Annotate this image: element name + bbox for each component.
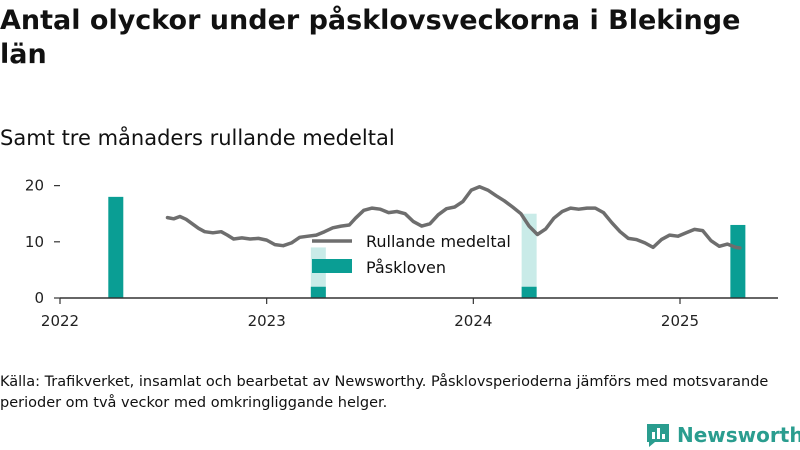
legend: Rullande medeltal Påskloven: [312, 232, 511, 277]
chart-subtitle: Samt tre månaders rullande medeltal: [0, 126, 395, 150]
logo-text: Newsworthy: [677, 423, 800, 447]
comparison-bar-2: [521, 213, 537, 298]
easter-bars: [108, 196, 746, 298]
x-tick-label-1: 2023: [248, 312, 286, 330]
chart-title: Antal olyckor under påsklovsveckorna i B…: [0, 5, 741, 70]
easter-bar-2: [521, 286, 537, 298]
legend-label-line: Rullande medeltal: [366, 232, 511, 251]
axes: 2022 2023 2024 2025 0 10 20: [25, 177, 778, 330]
x-tick-label-2: 2024: [454, 312, 492, 330]
easter-bar-3: [730, 224, 746, 298]
legend-label-bar: Påskloven: [366, 258, 446, 277]
chart-canvas: 2022 2023 2024 2025 0 10 20 Rullande medeltal P…: [25, 177, 778, 330]
easter-bar-0: [108, 196, 124, 298]
legend-bar-swatch: [312, 259, 352, 273]
source-note: Källa: Trafikverket, insamlat och bearbe…: [0, 374, 769, 411]
rolling-average-line: [165, 184, 742, 250]
newsworthy-logo: Newsworthy: [645, 420, 800, 450]
y-tick-label-1: 10: [25, 233, 44, 251]
y-tick-label-0: 0: [34, 289, 44, 307]
newsworthy-bar-icon: [647, 424, 669, 447]
x-tick-label-0: 2022: [41, 312, 79, 330]
y-tick-label-2: 20: [25, 177, 44, 195]
x-tick-label-3: 2025: [661, 312, 699, 330]
easter-bar-1: [310, 286, 326, 298]
